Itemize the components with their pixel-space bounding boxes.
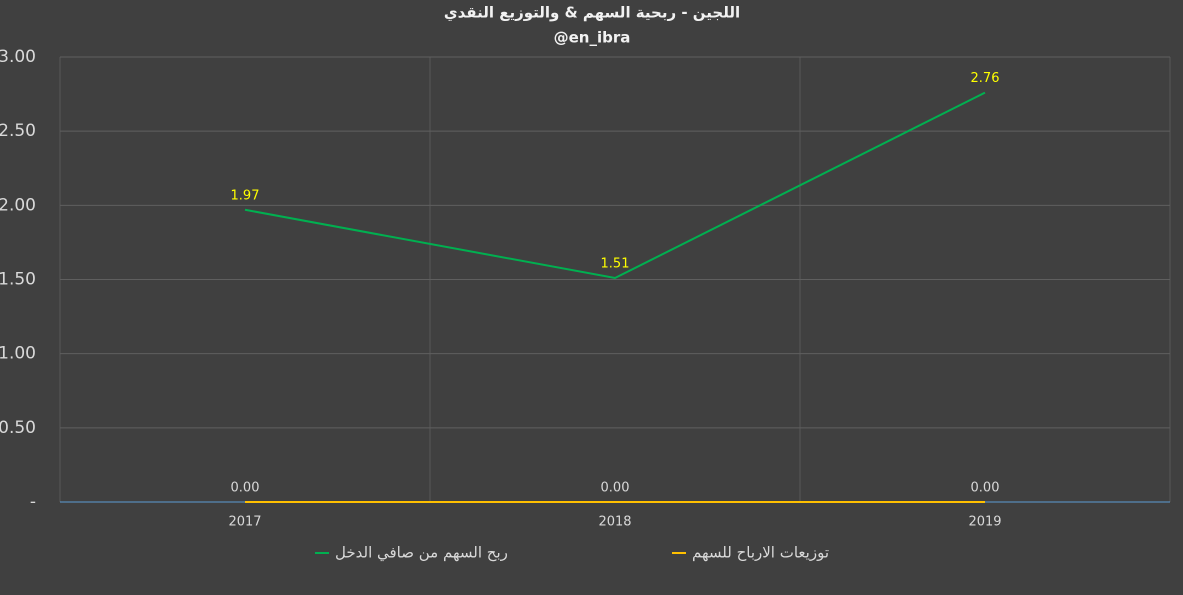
x-tick-label: 2018 — [598, 515, 631, 530]
y-tick-label: 2.50 — [0, 121, 36, 141]
x-tick-label: 2017 — [228, 515, 261, 530]
data-label: 2.76 — [971, 71, 1000, 86]
data-label: 0.00 — [601, 481, 630, 496]
y-tick-label: - — [30, 492, 36, 512]
y-tick-label: 2.00 — [0, 195, 36, 215]
chart-title: اللجين - ربحية السهم & والتوزيع النقدي — [444, 4, 740, 23]
series-line — [244, 91, 986, 280]
y-tick-label: 1.50 — [0, 270, 36, 290]
data-label: 0.00 — [231, 481, 260, 496]
data-label: 1.97 — [231, 188, 260, 203]
y-tick-label: 3.00 — [0, 47, 36, 67]
legend-label: توزيعات الارباح للسهم — [692, 544, 829, 562]
legend-label: ربح السهم من صافي الدخل — [335, 544, 508, 563]
chart-subtitle: @en_ibra — [554, 29, 631, 47]
data-label: 1.51 — [601, 257, 630, 272]
y-tick-label: 0.50 — [0, 418, 36, 438]
data-label: 0.00 — [971, 481, 1000, 496]
y-tick-label: 1.00 — [0, 344, 36, 364]
x-tick-label: 2019 — [968, 515, 1001, 530]
